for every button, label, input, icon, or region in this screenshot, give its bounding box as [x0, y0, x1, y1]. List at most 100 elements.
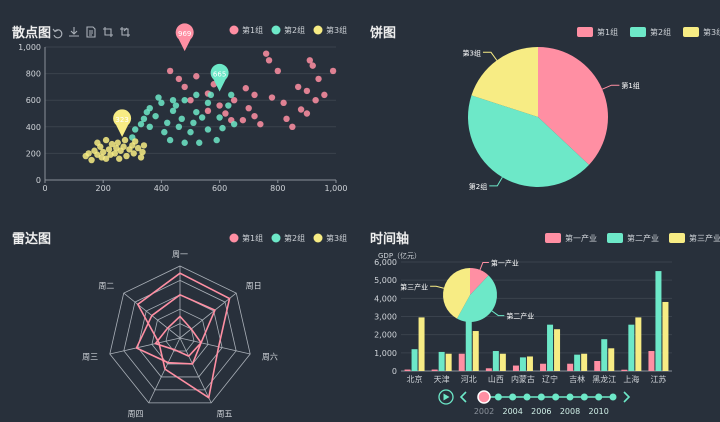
scatter-point[interactable]: [181, 139, 188, 146]
timeline-node[interactable]: [595, 393, 603, 401]
scatter-point[interactable]: [257, 120, 264, 128]
scatter-point[interactable]: [216, 114, 223, 121]
timeline-current-node[interactable]: [477, 390, 491, 404]
radar-series-2[interactable]: [135, 293, 216, 365]
scatter-point[interactable]: [181, 83, 188, 91]
scatter-point[interactable]: [175, 75, 183, 83]
bar[interactable]: [648, 351, 655, 371]
scatter-point[interactable]: [130, 150, 137, 157]
bar[interactable]: [601, 339, 608, 371]
scatter-point[interactable]: [204, 126, 212, 133]
timeline-node[interactable]: [552, 393, 560, 401]
pie-slice-1[interactable]: [538, 46, 608, 165]
bar[interactable]: [418, 317, 425, 371]
scatter-point[interactable]: [242, 85, 249, 92]
scatter-point[interactable]: [116, 155, 123, 162]
scatter-point[interactable]: [172, 102, 180, 109]
scatter-point[interactable]: [85, 150, 92, 157]
scatter-point[interactable]: [265, 57, 273, 64]
scatter-point[interactable]: [193, 108, 200, 116]
scatter-point[interactable]: [204, 99, 212, 107]
scatter-point[interactable]: [146, 123, 153, 130]
bar[interactable]: [554, 329, 561, 371]
bar[interactable]: [519, 357, 526, 371]
scatter-point[interactable]: [187, 128, 194, 136]
scatter-point[interactable]: [132, 138, 139, 145]
scatter-point[interactable]: [213, 136, 220, 144]
scatter-point[interactable]: [140, 142, 148, 149]
scatter-point[interactable]: [251, 91, 258, 99]
scatter-point[interactable]: [158, 99, 165, 107]
timeline-node[interactable]: [509, 393, 517, 401]
legend-item-3[interactable]: 第3组: [313, 25, 348, 35]
bar[interactable]: [581, 353, 588, 371]
scatter-point[interactable]: [139, 148, 146, 156]
timeline-node[interactable]: [609, 393, 617, 401]
scatter-point[interactable]: [219, 124, 226, 132]
bar[interactable]: [485, 368, 492, 371]
scatter-point[interactable]: [274, 67, 281, 75]
legend-item-2[interactable]: 第二产业: [607, 233, 659, 243]
max-marker[interactable]: 969: [175, 23, 194, 52]
radar-series-3[interactable]: [154, 315, 203, 358]
bar[interactable]: [567, 363, 574, 371]
scatter-point[interactable]: [166, 136, 174, 144]
scatter-point[interactable]: [140, 115, 148, 123]
inset-pie-slice-1[interactable]: [470, 268, 489, 295]
bar[interactable]: [411, 349, 418, 371]
scatter-point[interactable]: [280, 99, 287, 107]
scatter-point[interactable]: [268, 94, 276, 101]
bar[interactable]: [472, 331, 479, 371]
legend-item-2[interactable]: 第2组: [271, 233, 306, 243]
scatter-point[interactable]: [228, 91, 235, 99]
timeline-node[interactable]: [566, 393, 574, 401]
scatter-point[interactable]: [100, 148, 107, 156]
legend-item-3[interactable]: 第3组: [683, 27, 720, 37]
bar[interactable]: [438, 351, 445, 371]
scatter-point[interactable]: [207, 91, 215, 99]
scatter-point[interactable]: [181, 97, 188, 104]
bar[interactable]: [512, 365, 519, 371]
scatter-point[interactable]: [166, 67, 174, 75]
scatter-point[interactable]: [225, 102, 232, 109]
scatter-point[interactable]: [137, 120, 145, 128]
timeline-node[interactable]: [494, 393, 502, 401]
scatter-point[interactable]: [155, 94, 162, 101]
bar[interactable]: [628, 324, 635, 371]
scatter-point[interactable]: [169, 97, 177, 104]
scatter-point[interactable]: [283, 115, 290, 123]
legend-item-3[interactable]: 第三产业: [669, 233, 720, 243]
scatter-point[interactable]: [178, 115, 185, 123]
data-view-icon[interactable]: [86, 26, 96, 38]
scatter-point[interactable]: [262, 50, 270, 57]
bar[interactable]: [458, 353, 465, 371]
scatter-point[interactable]: [123, 152, 130, 160]
scatter-point[interactable]: [193, 91, 200, 99]
scatter-point[interactable]: [230, 120, 238, 128]
legend-item-1[interactable]: 第1组: [229, 233, 264, 243]
scatter-point[interactable]: [289, 123, 296, 130]
timeline-node[interactable]: [537, 393, 545, 401]
bar[interactable]: [635, 317, 642, 371]
scatter-point[interactable]: [146, 104, 153, 112]
scatter-point[interactable]: [321, 91, 328, 99]
scatter-point[interactable]: [161, 128, 168, 136]
max-marker[interactable]: 323: [113, 109, 132, 138]
scatter-point[interactable]: [193, 73, 200, 80]
next-icon[interactable]: [623, 391, 631, 403]
scatter-point[interactable]: [312, 97, 319, 104]
max-marker[interactable]: 665: [210, 63, 229, 92]
scatter-point[interactable]: [164, 119, 171, 127]
scatter-point[interactable]: [198, 114, 206, 121]
scatter-point[interactable]: [190, 119, 197, 127]
scatter-point[interactable]: [303, 110, 311, 117]
inset-pie-slice-2[interactable]: [456, 275, 497, 322]
scatter-point[interactable]: [306, 57, 314, 64]
radar-series-1[interactable]: [136, 272, 231, 400]
scatter-point[interactable]: [309, 62, 316, 69]
scatter-point[interactable]: [196, 139, 203, 146]
bar[interactable]: [655, 271, 662, 371]
legend-item-1[interactable]: 第1组: [577, 27, 618, 37]
bar[interactable]: [465, 307, 472, 371]
scatter-point[interactable]: [239, 116, 247, 124]
